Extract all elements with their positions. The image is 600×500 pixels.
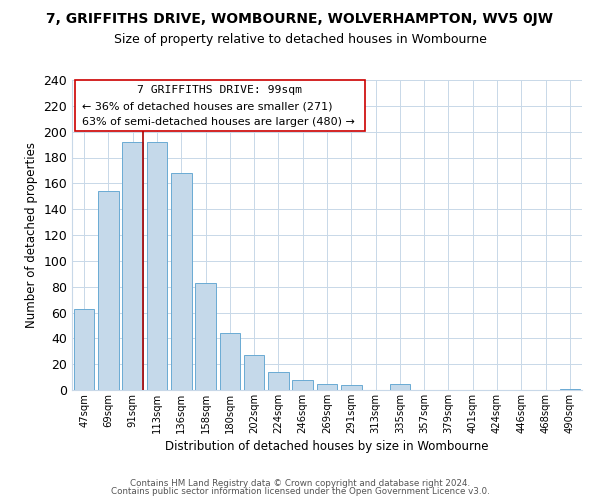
- Bar: [122, 142, 143, 390]
- Bar: [341, 385, 362, 390]
- Text: 7 GRIFFITHS DRIVE: 99sqm: 7 GRIFFITHS DRIVE: 99sqm: [137, 84, 302, 94]
- Bar: [244, 355, 265, 390]
- Bar: [195, 283, 216, 390]
- Text: 63% of semi-detached houses are larger (480) →: 63% of semi-detached houses are larger (…: [82, 117, 355, 127]
- Text: Contains public sector information licensed under the Open Government Licence v3: Contains public sector information licen…: [110, 487, 490, 496]
- Bar: [74, 308, 94, 390]
- Text: Contains HM Land Registry data © Crown copyright and database right 2024.: Contains HM Land Registry data © Crown c…: [130, 478, 470, 488]
- Bar: [146, 142, 167, 390]
- Bar: [317, 384, 337, 390]
- Bar: [98, 191, 119, 390]
- X-axis label: Distribution of detached houses by size in Wombourne: Distribution of detached houses by size …: [165, 440, 489, 453]
- Bar: [171, 173, 191, 390]
- FancyBboxPatch shape: [74, 80, 365, 131]
- Text: 7, GRIFFITHS DRIVE, WOMBOURNE, WOLVERHAMPTON, WV5 0JW: 7, GRIFFITHS DRIVE, WOMBOURNE, WOLVERHAM…: [47, 12, 554, 26]
- Text: Size of property relative to detached houses in Wombourne: Size of property relative to detached ho…: [113, 32, 487, 46]
- Bar: [292, 380, 313, 390]
- Text: ← 36% of detached houses are smaller (271): ← 36% of detached houses are smaller (27…: [82, 102, 332, 112]
- Bar: [389, 384, 410, 390]
- Bar: [268, 372, 289, 390]
- Bar: [220, 333, 240, 390]
- Y-axis label: Number of detached properties: Number of detached properties: [25, 142, 38, 328]
- Bar: [560, 388, 580, 390]
